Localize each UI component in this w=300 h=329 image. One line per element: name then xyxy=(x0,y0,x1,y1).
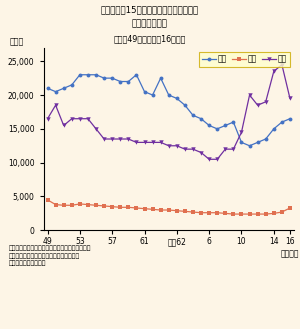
Text: 図２－１－15　騒音・振動・悪臭に係る: 図２－１－15 騒音・振動・悪臭に係る xyxy=(101,5,199,14)
Legend: 騒音, 振動, 悪臭: 騒音, 振動, 悪臭 xyxy=(199,52,290,67)
Text: 苦情件数の推移: 苦情件数の推移 xyxy=(132,20,168,29)
Text: （年度）: （年度） xyxy=(280,249,299,258)
Text: 資料：環境省『騒音規制法施行状況調査』、『振
動規制法施行状況調査』、『悪臭防止法施
行状況調査』より作成: 資料：環境省『騒音規制法施行状況調査』、『振 動規制法施行状況調査』、『悪臭防止… xyxy=(9,245,92,266)
Text: （件）: （件） xyxy=(10,37,24,46)
Text: （昭和49年度～平成16年度）: （昭和49年度～平成16年度） xyxy=(114,35,186,43)
